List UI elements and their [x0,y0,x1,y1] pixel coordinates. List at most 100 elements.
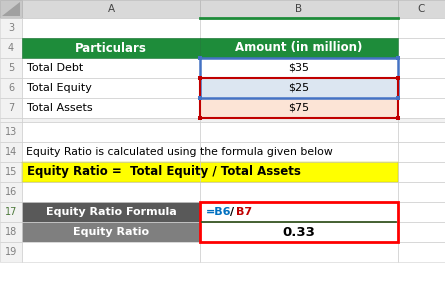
Bar [22,202,200,222]
Bar [200,242,398,262]
Text: Particulars: Particulars [75,42,147,54]
Text: 6: 6 [8,83,14,93]
Bar [22,38,200,58]
Text: Equity Ratio is calculated using the formula given below: Equity Ratio is calculated using the for… [26,147,333,157]
Bar [0,162,22,182]
Bar [22,122,200,142]
Bar [398,182,445,202]
Text: Total Assets: Total Assets [27,103,93,113]
Bar [200,118,398,122]
Bar [200,0,398,18]
Bar [0,38,22,58]
Bar [0,18,22,38]
Bar [398,162,445,182]
Text: B: B [295,4,303,14]
Bar [22,0,200,18]
Bar [396,116,400,120]
Bar [0,118,22,122]
Bar [22,78,200,98]
Bar [200,222,398,242]
Bar [22,38,398,58]
Text: 17: 17 [5,207,17,217]
Bar [200,58,398,78]
Bar [200,162,398,182]
Bar [200,202,398,222]
Bar [22,162,398,182]
Bar [0,242,22,262]
Bar [398,222,445,242]
Bar [200,98,398,118]
Bar [22,162,398,182]
Bar [22,142,200,162]
Bar [0,0,22,18]
Bar [200,182,398,202]
Bar [22,242,200,262]
Bar [22,58,200,78]
Bar [200,18,398,38]
Text: Amount (in million): Amount (in million) [235,42,363,54]
Bar [398,58,445,78]
Text: 7: 7 [8,103,14,113]
Text: C: C [418,4,425,14]
Bar [398,0,445,18]
Bar [22,18,200,38]
Text: /: / [230,207,234,217]
Bar [398,242,445,262]
Bar [22,38,200,58]
Text: Equity Ratio =  Total Equity / Total Assets: Equity Ratio = Total Equity / Total Asse… [27,166,301,178]
Bar [398,0,445,18]
Bar [200,142,398,162]
Bar [200,98,398,118]
Bar [0,58,22,78]
Bar [398,98,445,118]
Bar [398,38,445,58]
Bar [22,58,200,78]
Bar [200,78,398,118]
Bar [0,18,22,38]
Bar [396,76,400,80]
Bar [398,78,445,98]
Bar [0,98,22,118]
Bar [198,96,202,100]
Bar [22,0,200,18]
Bar [398,98,445,118]
Bar [398,122,445,142]
Bar [200,58,398,78]
Bar [0,118,445,122]
Bar [200,78,398,98]
Text: =B6: =B6 [206,207,231,217]
Text: 0.33: 0.33 [283,225,316,238]
Bar [200,242,398,262]
Text: 3: 3 [8,23,14,33]
Bar [0,182,22,202]
Bar [22,222,200,242]
Bar [22,78,200,98]
Bar [198,76,202,80]
Bar [0,202,22,222]
Bar [0,142,22,162]
Text: 4: 4 [8,43,14,53]
Bar [398,162,445,182]
Bar [398,242,445,262]
Bar [22,98,200,118]
Text: Equity Ratio Formula: Equity Ratio Formula [46,207,176,217]
Bar [0,38,22,58]
Bar [22,162,200,182]
Bar [0,122,22,142]
Text: B7: B7 [236,207,252,217]
Bar [398,122,445,142]
Bar [200,202,398,222]
Bar [22,122,200,142]
Bar [22,222,200,242]
Bar [0,78,22,98]
Bar [22,242,200,262]
Text: 5: 5 [8,63,14,73]
Text: A: A [107,4,114,14]
Bar [200,58,398,98]
Bar [398,118,445,122]
Bar [22,222,200,242]
Bar [200,98,398,118]
Text: 13: 13 [5,127,17,137]
Bar [200,222,398,242]
Bar [200,142,398,162]
